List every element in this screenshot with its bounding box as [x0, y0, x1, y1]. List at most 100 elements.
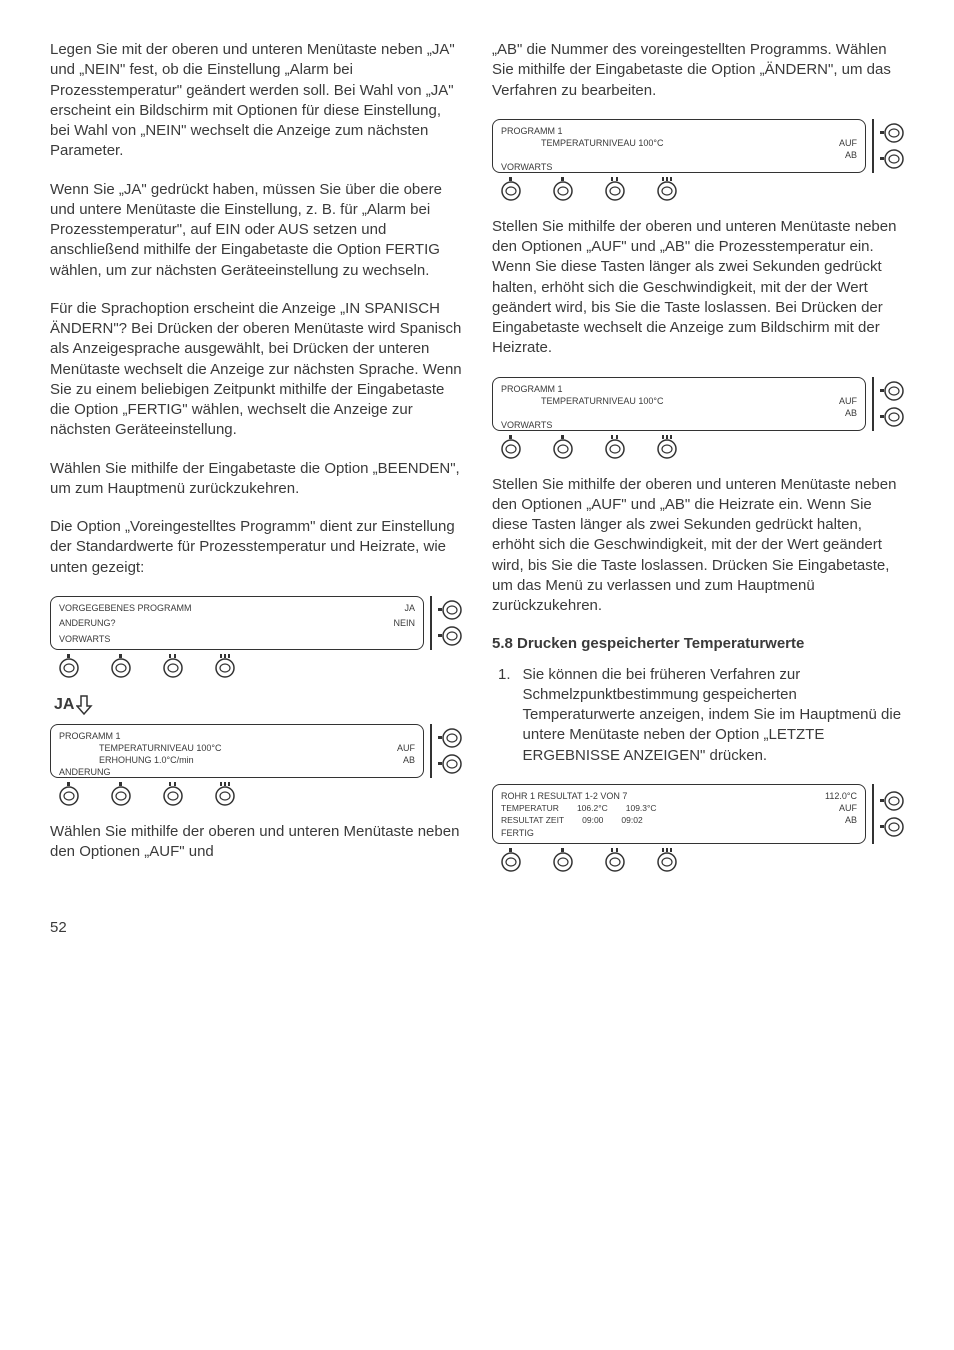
side-button[interactable] — [880, 406, 904, 428]
bottom-button[interactable] — [162, 654, 184, 680]
ja-arrow-label: JA — [54, 694, 462, 716]
lcd-display-unit: PROGRAMM 1 TEMPERATURNIVEAU 100°C AUF AB… — [492, 119, 904, 203]
bottom-button[interactable] — [552, 848, 574, 874]
paragraph: Stellen Sie mithilfe der oberen und unte… — [492, 475, 904, 617]
button-icon — [438, 753, 462, 775]
button-icon — [110, 782, 132, 808]
paragraph: Legen Sie mit der oberen und unteren Men… — [50, 40, 462, 162]
side-button[interactable] — [880, 816, 904, 838]
lcd-text: ROHR 1 RESULTAT 1-2 VON 7 — [501, 790, 627, 802]
lcd-text: 109.3°C — [626, 803, 657, 814]
button-icon — [110, 654, 132, 680]
lcd-screen: PROGRAMM 1 TEMPERATURNIVEAU 100°C AUF ER… — [50, 724, 424, 778]
lcd-text: PROGRAMM 1 — [59, 731, 121, 741]
bottom-button[interactable] — [58, 782, 80, 808]
button-icon — [552, 435, 574, 461]
lcd-text: AUF — [397, 742, 415, 754]
button-icon — [162, 782, 184, 808]
bottom-button[interactable] — [656, 435, 678, 461]
bottom-button[interactable] — [552, 177, 574, 203]
button-icon — [500, 848, 522, 874]
page-number: 52 — [50, 918, 904, 938]
paragraph: Stellen Sie mithilfe der oberen und unte… — [492, 217, 904, 359]
button-icon — [58, 654, 80, 680]
bottom-button[interactable] — [110, 782, 132, 808]
bottom-button[interactable] — [110, 654, 132, 680]
button-icon — [552, 177, 574, 203]
right-column: „AB" die Nummer des voreingestellten Pro… — [492, 40, 904, 888]
lcd-text: FERTIG — [501, 828, 534, 838]
button-icon — [162, 654, 184, 680]
lcd-text: 09:00 — [582, 815, 603, 826]
lcd-text: AUF — [839, 395, 857, 407]
bottom-button[interactable] — [162, 782, 184, 808]
lcd-text: ANDERUNG — [59, 767, 111, 777]
side-button[interactable] — [880, 148, 904, 170]
lcd-screen: PROGRAMM 1 TEMPERATURNIVEAU 100°C AUF AB… — [492, 119, 866, 173]
button-icon — [880, 816, 904, 838]
lcd-text: 09:02 — [621, 815, 642, 826]
lcd-text: AB — [845, 814, 857, 826]
side-button[interactable] — [880, 122, 904, 144]
button-icon — [58, 782, 80, 808]
button-icon — [604, 848, 626, 874]
lcd-display-unit: VORGEGEBENES PROGRAMM JA ANDERUNG? NEIN … — [50, 596, 462, 680]
lcd-text: VORWARTS — [501, 162, 552, 172]
lcd-text: TEMPERATURNIVEAU 100°C — [501, 395, 663, 407]
divider — [872, 784, 874, 844]
lcd-text: TEMPERATUR — [501, 803, 559, 814]
button-icon — [438, 625, 462, 647]
lcd-text: AUF — [839, 137, 857, 149]
divider — [430, 724, 432, 778]
lcd-text: TEMPERATURNIVEAU 100°C — [501, 137, 663, 149]
side-button[interactable] — [438, 599, 462, 621]
paragraph: Wählen Sie mithilfe der Eingabetaste die… — [50, 459, 462, 500]
paragraph: Wenn Sie „JA" gedrückt haben, müssen Sie… — [50, 180, 462, 281]
button-icon — [438, 599, 462, 621]
button-icon — [604, 177, 626, 203]
side-button[interactable] — [438, 753, 462, 775]
bottom-button[interactable] — [604, 435, 626, 461]
bottom-button[interactable] — [552, 435, 574, 461]
paragraph: Für die Sprachoption erscheint die Anzei… — [50, 299, 462, 441]
button-icon — [656, 848, 678, 874]
button-icon — [656, 435, 678, 461]
bottom-button[interactable] — [604, 177, 626, 203]
bottom-button[interactable] — [500, 848, 522, 874]
side-button[interactable] — [880, 790, 904, 812]
lcd-text: AB — [845, 149, 857, 161]
button-icon — [552, 848, 574, 874]
lcd-text: ANDERUNG? — [59, 617, 116, 629]
divider — [872, 377, 874, 431]
list-text: Sie können die bei früheren Verfahren zu… — [523, 665, 904, 766]
lcd-text: RESULTAT ZEIT — [501, 815, 564, 826]
side-button[interactable] — [438, 727, 462, 749]
lcd-text: AB — [403, 754, 415, 766]
button-icon — [500, 435, 522, 461]
bottom-button[interactable] — [500, 177, 522, 203]
bottom-button[interactable] — [58, 654, 80, 680]
bottom-button[interactable] — [656, 177, 678, 203]
button-icon — [880, 380, 904, 402]
bottom-button[interactable] — [214, 782, 236, 808]
bottom-button[interactable] — [656, 848, 678, 874]
side-button[interactable] — [438, 625, 462, 647]
lcd-text: AB — [845, 407, 857, 419]
button-icon — [604, 435, 626, 461]
lcd-text: 106.2°C — [577, 803, 608, 814]
lcd-text: PROGRAMM 1 — [501, 384, 563, 394]
button-icon — [500, 177, 522, 203]
button-icon — [438, 727, 462, 749]
lcd-text: JA — [404, 602, 415, 614]
lcd-text: NEIN — [393, 617, 415, 629]
side-button[interactable] — [880, 380, 904, 402]
list-number: 1. — [498, 665, 511, 766]
bottom-button[interactable] — [214, 654, 236, 680]
lcd-display-unit: PROGRAMM 1 TEMPERATURNIVEAU 100°C AUF ER… — [50, 724, 462, 808]
lcd-screen: VORGEGEBENES PROGRAMM JA ANDERUNG? NEIN … — [50, 596, 424, 650]
lcd-text: TEMPERATURNIVEAU 100°C — [59, 742, 221, 754]
lcd-text: AUF — [839, 802, 857, 814]
bottom-button[interactable] — [500, 435, 522, 461]
button-icon — [656, 177, 678, 203]
bottom-button[interactable] — [604, 848, 626, 874]
